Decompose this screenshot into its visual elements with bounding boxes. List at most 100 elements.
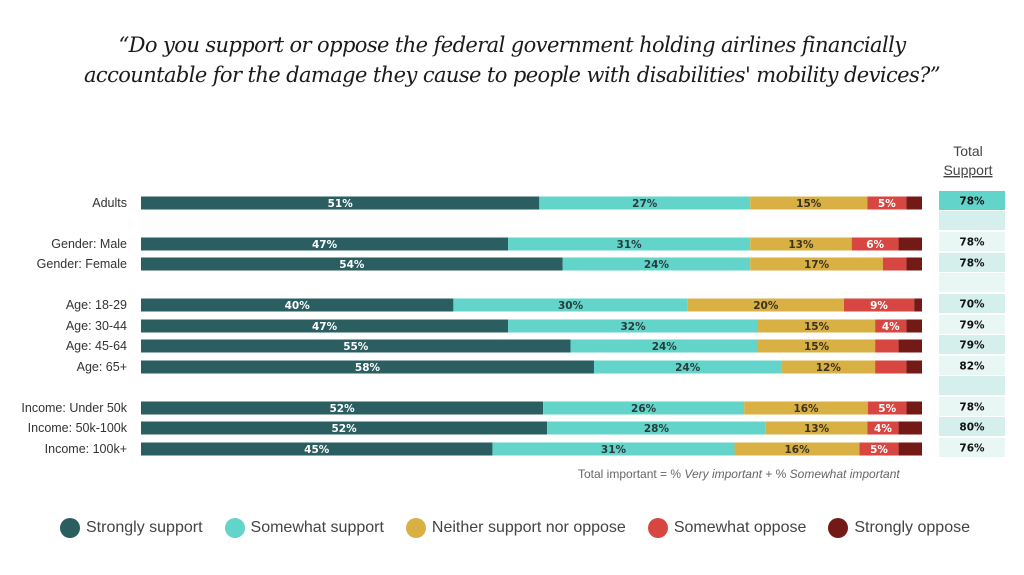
bar-segment-somewhat-support [562, 257, 751, 271]
legend-item-somewhat-oppose: Somewhat oppose [647, 518, 807, 538]
bar-segment-label: 31% [601, 444, 627, 456]
bar-segment-label: 24% [644, 259, 670, 271]
total-support-value: 80% [959, 422, 985, 434]
total-support-column: 78% 78% 78% 70% 79% 79% 82% 78% 80% 76% [939, 191, 1005, 457]
bar-segment-somewhat-oppose [843, 298, 915, 312]
legend-item-strongly-support: Strongly support [60, 518, 203, 538]
bar-segment-strongly-oppose [906, 360, 922, 374]
bar-segment-label: 54% [339, 259, 365, 271]
total-support-value: 78% [959, 258, 985, 270]
bar-segment-label: 5% [870, 444, 888, 456]
bar-segment-strongly-support [141, 196, 540, 210]
bar-segment-neither [750, 257, 883, 271]
legend-item-somewhat-support: Somewhat support [224, 518, 384, 538]
legend-swatch-icon [224, 518, 245, 538]
total-header-line-1: Total [953, 143, 983, 159]
total-support-cell [939, 335, 1005, 354]
bar-segment-label: 15% [804, 321, 830, 333]
bar-segment-somewhat-oppose [867, 196, 907, 210]
bar-segment-somewhat-support [543, 401, 745, 415]
legend-swatch-icon [647, 518, 668, 538]
bar-segment-label: 40% [285, 300, 311, 312]
total-support-cell [939, 191, 1005, 210]
bar-segment-strongly-oppose [898, 339, 922, 353]
legend-label: Strongly oppose [854, 519, 970, 536]
row-label: Gender: Male [51, 237, 127, 251]
legend-item-neither: Neither support nor oppose [405, 518, 626, 538]
bar-segment-neither [765, 421, 868, 435]
bar-row: Income: 50k-100k 52% 28% 13% 4% [28, 421, 922, 435]
bar-segment-label: 12% [816, 362, 842, 374]
bar-segment-label: 13% [804, 423, 830, 435]
row-label: Age: 30-44 [66, 319, 127, 333]
total-support-value: 79% [959, 320, 985, 332]
total-support-cell [939, 294, 1005, 313]
total-support-cell [939, 438, 1005, 457]
bar-segment-strongly-oppose [906, 257, 922, 271]
bar-segment-strongly-oppose [898, 237, 922, 251]
bar-row: Age: 30-44 47% 32% 15% 4% [66, 319, 922, 333]
bar-segment-label: 28% [644, 423, 670, 435]
footnote: Total important = % Very important + % S… [578, 467, 900, 481]
bar-segment-somewhat-support [492, 442, 735, 456]
bar-segment-label: 24% [652, 341, 678, 353]
bars-group: Adults 51% 27% 15% 5% Gender: Male 47% 31% 13% 6%… [21, 196, 922, 456]
bar-row: Income: Under 50k 52% 26% 16% 5% [21, 401, 922, 415]
bar-segment-label: 4% [882, 321, 900, 333]
bar-segment-neither [757, 339, 876, 353]
row-label: Adults [92, 196, 127, 210]
bar-segment-strongly-support [141, 442, 493, 456]
bar-segment-label: 16% [784, 444, 810, 456]
total-support-value: 78% [959, 402, 985, 414]
bar-segment-label: 45% [304, 444, 330, 456]
legend-swatch-icon [60, 518, 80, 538]
total-support-cell [939, 315, 1005, 334]
bar-segment-label: 55% [343, 341, 369, 353]
bar-segment-neither [750, 237, 852, 251]
bar-segment-label: 15% [796, 198, 822, 210]
bar-segment-strongly-support [141, 401, 544, 415]
bar-segment-label: 30% [558, 300, 584, 312]
row-label: Income: 100k+ [45, 442, 127, 456]
bar-segment-label: 17% [804, 259, 830, 271]
bar-segment-label: 13% [788, 239, 814, 251]
chart-title-line-2: accountable for the damage they cause to… [84, 63, 941, 87]
total-support-value: 79% [959, 340, 985, 352]
footnote-somewhat-important: Somewhat important [789, 467, 900, 481]
bar-segment-somewhat-oppose [859, 442, 899, 456]
bar-segment-label: 47% [312, 321, 338, 333]
bar-segment-somewhat-support [508, 237, 751, 251]
legend-label: Somewhat oppose [673, 519, 807, 536]
total-header-line-2: Support [943, 162, 992, 178]
bar-segment-strongly-support [141, 237, 509, 251]
bar-segment-label: 47% [312, 239, 338, 251]
bar-segment-strongly-support [141, 257, 563, 271]
bar-segment-neither [687, 298, 844, 312]
legend: Strongly support Somewhat support Neither … [60, 518, 992, 538]
bar-row: Income: 100k+ 45% 31% 16% 5% [45, 442, 922, 456]
bar-segment-somewhat-oppose [875, 319, 907, 333]
bar-segment-label: 5% [878, 403, 896, 415]
bar-segment-strongly-support [141, 360, 594, 374]
bar-segment-somewhat-support [570, 339, 758, 353]
bar-segment-somewhat-support [547, 421, 766, 435]
bar-segment-strongly-oppose [898, 442, 922, 456]
bar-segment-somewhat-oppose [851, 237, 899, 251]
row-label: Age: 45-64 [66, 339, 127, 353]
row-label: Gender: Female [37, 257, 127, 271]
bar-segment-label: 27% [632, 198, 658, 210]
total-support-value: 78% [959, 237, 985, 249]
bar-segment-label: 52% [331, 423, 357, 435]
legend-label: Strongly support [86, 519, 203, 536]
chart-title: “Do you support or oppose the federal go… [0, 30, 1024, 90]
total-support-value: 70% [959, 299, 985, 311]
bar-segment-somewhat-oppose [867, 421, 899, 435]
bar-segment-strongly-support [141, 421, 548, 435]
legend-swatch-icon [405, 518, 426, 538]
bar-row: Adults 51% 27% 15% 5% [92, 196, 922, 210]
legend-label: Somewhat support [250, 519, 384, 536]
bar-segment-label: 6% [866, 239, 884, 251]
bar-row: Gender: Female 54% 24% 17% [37, 257, 922, 271]
legend-item-strongly-oppose: Strongly oppose [828, 518, 970, 538]
